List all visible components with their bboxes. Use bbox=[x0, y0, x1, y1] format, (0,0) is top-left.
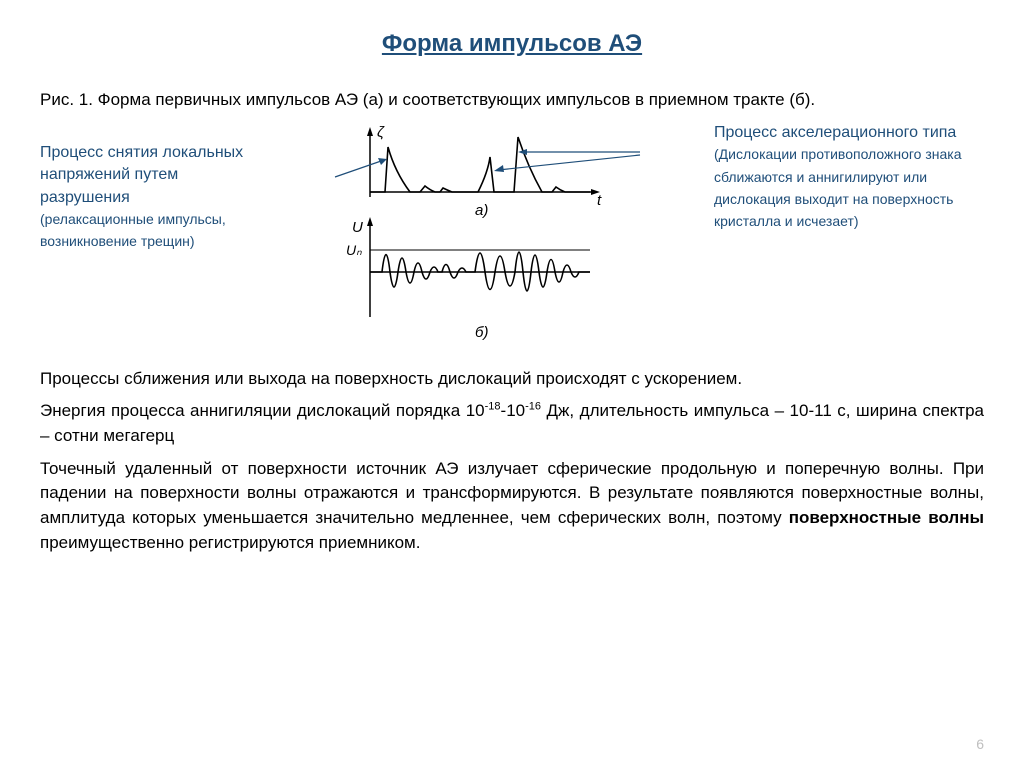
page-number: 6 bbox=[976, 736, 984, 752]
p3-end: преимущественно регистрируются приемнико… bbox=[40, 533, 420, 552]
axis-label-zeta: ζ bbox=[377, 124, 385, 141]
axis-label-un: Uₙ bbox=[346, 242, 362, 258]
left-annotation-main: Процесс снятия локальных напряжений путе… bbox=[40, 144, 243, 206]
paragraph-2: Энергия процесса аннигиляции дислокаций … bbox=[40, 399, 984, 448]
p2-mid: -10 bbox=[501, 401, 526, 420]
paragraph-1: Процессы сближения или выхода на поверхн… bbox=[40, 367, 984, 392]
p2-pre: Энергия процесса аннигиляции дислокаций … bbox=[40, 401, 485, 420]
figure-caption: Рис. 1. Форма первичных импульсов АЭ (а)… bbox=[40, 88, 984, 112]
right-annotation: Процесс акселерационного типа (Дислокаци… bbox=[714, 122, 984, 234]
left-annotation: Процесс снятия локальных напряжений путе… bbox=[40, 122, 270, 254]
right-annotation-sub: (Дислокации противоположного знака сближ… bbox=[714, 146, 962, 229]
left-annotation-sub: (релаксационные импульсы, возникновение … bbox=[40, 211, 226, 249]
plot-label-a: a) bbox=[475, 202, 488, 219]
plot-label-b: б) bbox=[475, 324, 488, 341]
p2-sup2: -16 bbox=[525, 401, 541, 413]
page-title: Форма импульсов АЭ bbox=[40, 30, 984, 58]
right-annotation-main: Процесс акселерационного типа bbox=[714, 124, 956, 141]
axis-label-u: U bbox=[352, 219, 363, 236]
axis-label-t: t bbox=[597, 192, 602, 209]
figure-section: Процесс снятия локальных напряжений путе… bbox=[40, 122, 984, 352]
p2-sup1: -18 bbox=[485, 401, 501, 413]
p3-bold: поверхностные волны bbox=[789, 508, 984, 527]
paragraph-3: Точечный удаленный от поверхности источн… bbox=[40, 457, 984, 556]
waveform-diagram: ζ t a) U Uₙ б) bbox=[280, 122, 704, 352]
